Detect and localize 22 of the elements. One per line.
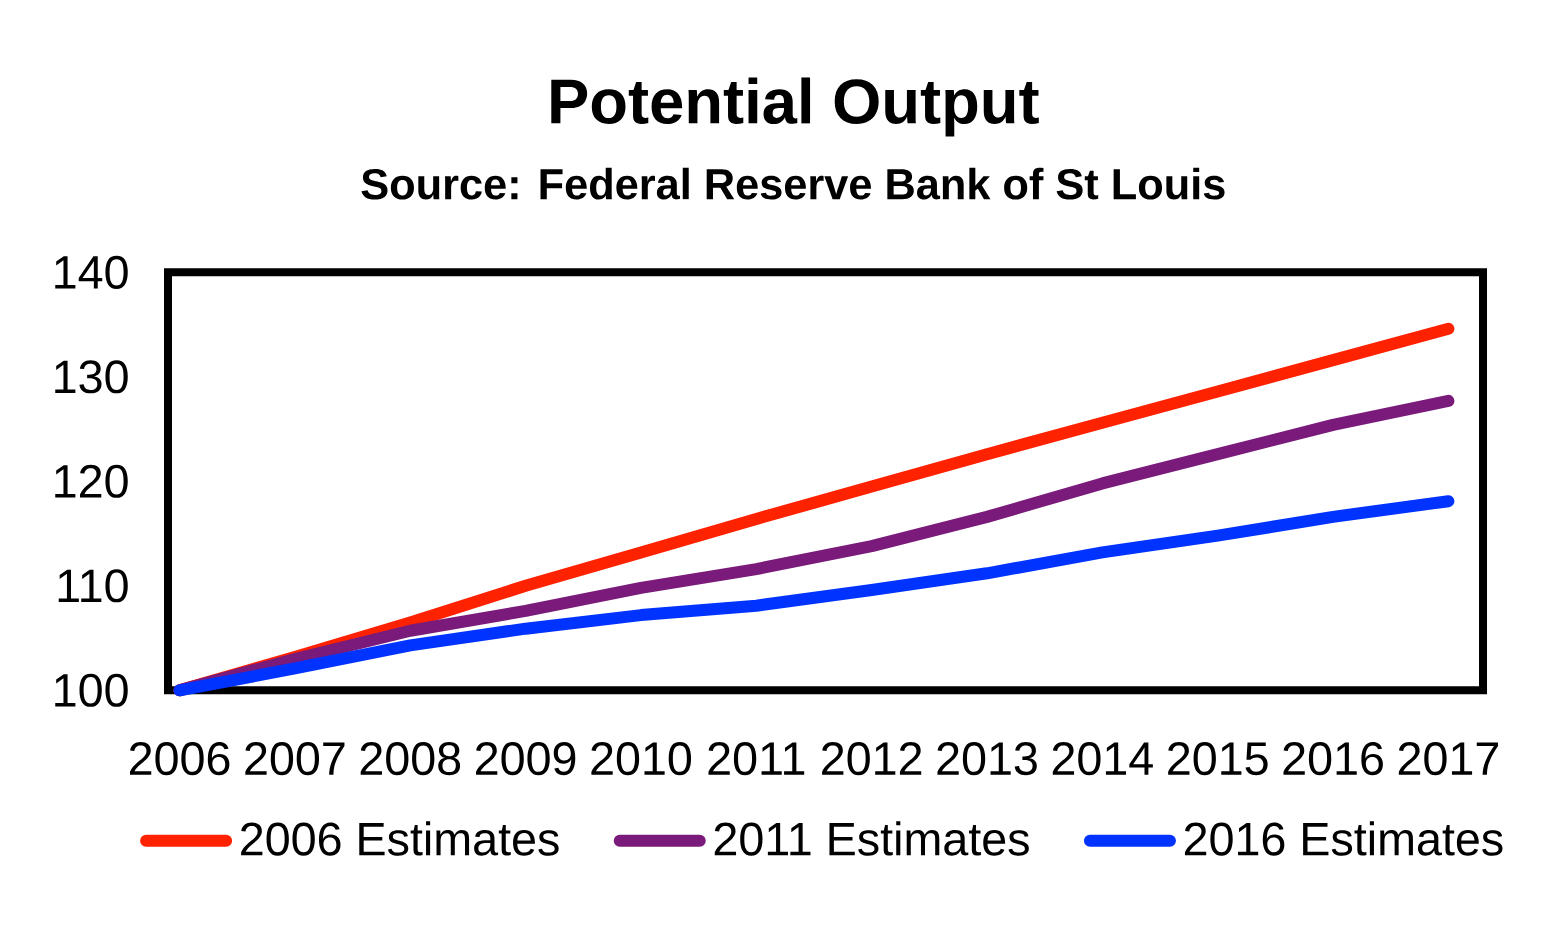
x-tick-label: 2006	[129, 742, 230, 776]
x-tick-label: 2017	[1398, 742, 1498, 776]
x-tick-label: 2009	[476, 742, 576, 776]
x-tick-label: 2016	[1283, 742, 1383, 776]
x-tick-label: 2015	[1168, 742, 1268, 776]
legend-label: 2006 Estimates	[241, 821, 559, 856]
x-tick-label: 2014	[1052, 742, 1153, 776]
y-tick-label: 140	[55, 255, 128, 289]
legend-label: 2011 Estimates	[714, 821, 1029, 856]
y-tick-label: 110	[58, 569, 128, 603]
x-tick-label: 2007	[245, 742, 345, 776]
x-tick-label: 2010	[591, 742, 692, 776]
x-tick-label: 2011	[708, 742, 805, 776]
x-tick-label: 2013	[937, 742, 1037, 776]
x-tick-label: 2012	[822, 742, 922, 776]
y-tick-label: 100	[55, 673, 128, 707]
y-tick-label: 130	[55, 360, 128, 394]
chart-title: Potential Output	[551, 77, 1039, 137]
legend-label: 2016 Estimates	[1184, 821, 1503, 856]
x-tick-label: 2008	[360, 742, 461, 776]
chart-subtitle: Source: Federal Reserve Bank of St Louis	[361, 167, 1225, 200]
y-tick-label: 120	[55, 464, 128, 498]
